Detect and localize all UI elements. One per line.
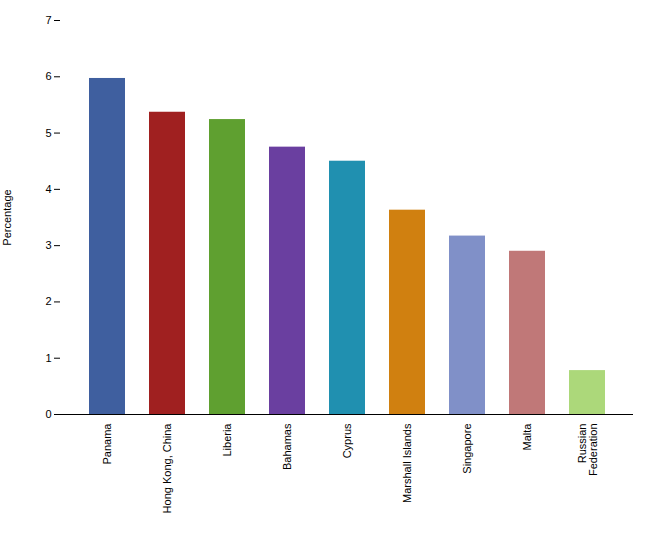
svg-text:Percentage: Percentage <box>1 189 13 245</box>
svg-text:0: 0 <box>45 408 51 420</box>
svg-text:Hong Kong, China: Hong Kong, China <box>161 423 173 514</box>
svg-text:2: 2 <box>45 295 51 307</box>
svg-text:Liberia: Liberia <box>221 423 233 457</box>
svg-text:4: 4 <box>45 183 51 195</box>
svg-text:Panama: Panama <box>101 423 113 465</box>
svg-text:Malta: Malta <box>521 423 533 451</box>
svg-text:Singapore: Singapore <box>461 424 473 474</box>
svg-text:Marshall Islands: Marshall Islands <box>401 423 413 503</box>
svg-text:6: 6 <box>45 70 51 82</box>
svg-text:Bahamas: Bahamas <box>281 423 293 470</box>
svg-text:1: 1 <box>45 352 51 364</box>
svg-text:7: 7 <box>45 14 51 26</box>
svg-text:RussianFederation: RussianFederation <box>576 424 599 477</box>
svg-text:5: 5 <box>45 127 51 139</box>
svg-text:Cyprus: Cyprus <box>341 423 353 458</box>
svg-text:3: 3 <box>45 239 51 251</box>
